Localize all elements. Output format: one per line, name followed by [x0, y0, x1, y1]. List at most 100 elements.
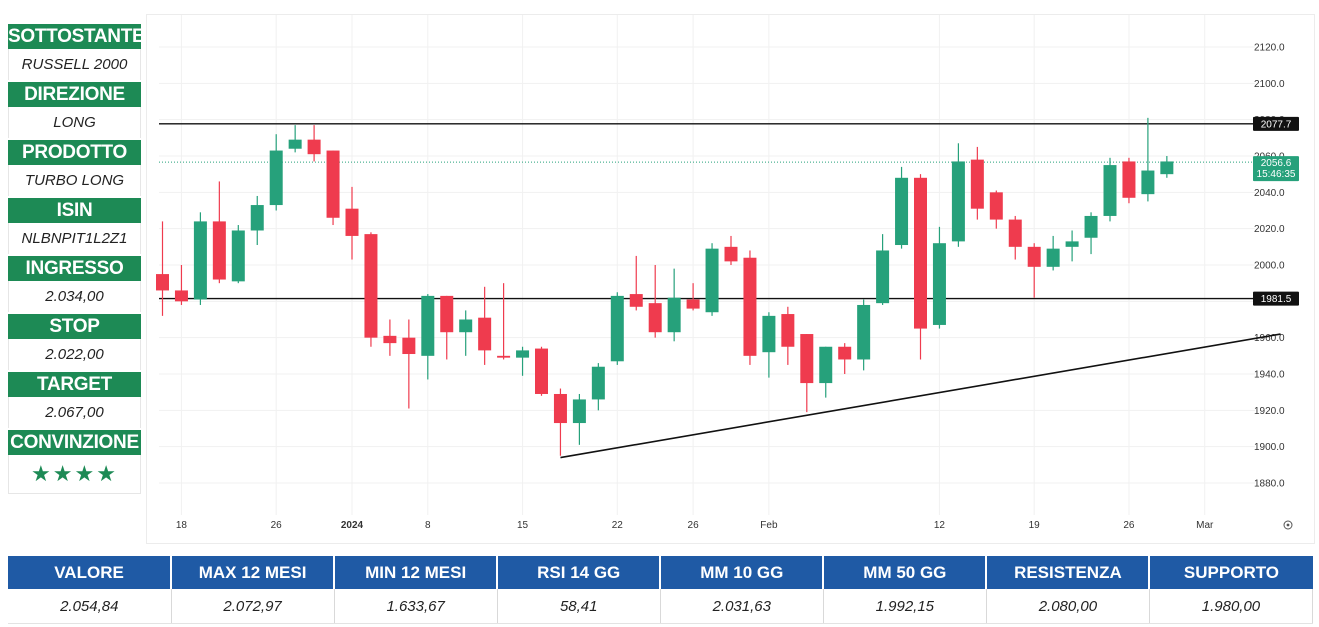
y-tick-label: 2020.0 [1254, 224, 1285, 235]
candle-body [421, 295, 435, 356]
candle-body [876, 250, 890, 304]
stats-value-cell: 58,41 [497, 589, 661, 624]
stats-header-cell: MIN 12 MESI [334, 556, 499, 589]
candle-body [553, 393, 567, 424]
candle-body [288, 139, 302, 149]
y-tick-label: 2120.0 [1254, 43, 1285, 54]
candle-body [459, 319, 473, 333]
candle-body [269, 150, 283, 206]
side-label-convinzione: CONVINZIONE [8, 430, 141, 455]
candle-body [932, 243, 946, 325]
candle-body [156, 274, 169, 291]
settings-icon-center [1286, 523, 1290, 527]
stats-header-cell: MM 10 GG [660, 556, 825, 589]
candle-body [781, 314, 795, 347]
candle-body [402, 337, 416, 355]
x-tick-label: 2024 [341, 520, 364, 531]
stats-table: VALORE MAX 12 MESI MIN 12 MESI RSI 14 GG MM … [8, 556, 1314, 624]
level-label-box [1253, 291, 1299, 306]
x-tick-label: 26 [271, 520, 283, 531]
candle-body [857, 304, 871, 360]
stats-value-cell: 2.054,84 [8, 589, 172, 624]
y-tick-label: 1900.0 [1254, 442, 1285, 453]
last-price-label: 2056.6 [1261, 158, 1292, 169]
candle-body [345, 208, 359, 236]
candle-body [250, 205, 264, 231]
y-tick-label: 2040.0 [1254, 188, 1285, 199]
candle-body [364, 234, 378, 338]
level-label-box [1253, 116, 1299, 131]
y-tick-label: 2100.0 [1254, 79, 1285, 90]
candle-body [572, 399, 586, 424]
stats-header-cell: RSI 14 GG [497, 556, 662, 589]
side-value-isin: NLBNPIT1L2Z1 [8, 223, 141, 254]
candle-body [174, 290, 188, 302]
candle-body [497, 355, 511, 358]
stats-value-cell: 1.633,67 [334, 589, 498, 624]
y-tick-label: 1960.0 [1254, 333, 1285, 344]
candle-body [1141, 170, 1155, 195]
y-tick-label: 1920.0 [1254, 406, 1285, 417]
candle-body [800, 334, 814, 384]
stats-value-row: 2.054,84 2.072,97 1.633,67 58,41 2.031,63 1.9… [8, 589, 1314, 624]
candle-body [591, 366, 605, 400]
candle-body [307, 139, 321, 155]
stats-value-cell: 1.992,15 [823, 589, 987, 624]
last-price-countdown: 15:46:35 [1257, 169, 1296, 180]
candle-body [686, 299, 700, 309]
stats-header-cell: MM 50 GG [823, 556, 988, 589]
side-value-prodotto: TURBO LONG [8, 165, 141, 196]
x-tick-label: 12 [934, 520, 946, 531]
rating-stars: ★★★★ [8, 455, 141, 494]
candle-body [724, 246, 738, 262]
y-tick-label: 1880.0 [1254, 479, 1285, 490]
x-tick-label: 22 [612, 520, 624, 531]
candle-body [705, 248, 719, 313]
candle-body [914, 177, 927, 329]
x-tick-label: 26 [688, 520, 700, 531]
candle-body [440, 295, 454, 333]
candle-body [326, 150, 340, 218]
level-label: 1981.5 [1261, 294, 1292, 305]
side-value-direzione: LONG [8, 107, 141, 138]
stats-header-row: VALORE MAX 12 MESI MIN 12 MESI RSI 14 GG MM … [8, 556, 1313, 589]
candle-body [970, 159, 984, 209]
stats-value-cell: 2.072,97 [171, 589, 335, 624]
candle-body [1160, 161, 1174, 175]
price-chart: 1880.01900.01920.01940.01960.01980.02000… [146, 14, 1315, 544]
candle-body [1103, 165, 1117, 216]
stats-value-cell: 1.980,00 [1149, 589, 1314, 624]
side-label-stop: STOP [8, 314, 141, 339]
x-tick-label: 18 [176, 520, 188, 531]
stats-header-cell: MAX 12 MESI [171, 556, 336, 589]
candle-body [1027, 246, 1041, 267]
side-label-target: TARGET [8, 372, 141, 397]
x-tick-label: Feb [760, 520, 778, 531]
candle-body [951, 161, 965, 242]
candle-body [610, 295, 624, 362]
candle-body [516, 350, 530, 358]
side-value-target: 2.067,00 [8, 397, 141, 428]
candle-body [819, 346, 833, 384]
candle-body [743, 257, 757, 356]
x-tick-label: Mar [1196, 520, 1214, 531]
candle-body [193, 221, 207, 300]
info-panel: SOTTOSTANTE RUSSELL 2000 DIREZIONE LONG PROD… [8, 22, 145, 494]
candle-body [667, 297, 681, 333]
candle-body [231, 230, 245, 282]
stats-header-cell: VALORE [8, 556, 173, 589]
x-tick-label: 15 [517, 520, 529, 531]
y-tick-label: 1940.0 [1254, 370, 1285, 381]
candle-body [838, 346, 852, 360]
side-label-direzione: DIREZIONE [8, 82, 141, 107]
last-price-box [1253, 156, 1299, 182]
side-label-sottostante: SOTTOSTANTE [8, 24, 145, 49]
candle-body [1065, 241, 1079, 247]
stats-value-cell: 2.080,00 [986, 589, 1150, 624]
stats-header-cell: SUPPORTO [1149, 556, 1313, 589]
candle-body [1008, 219, 1022, 247]
candle-body [383, 335, 397, 344]
candle-body [629, 294, 643, 307]
candlestick-chart: 1880.01900.01920.01940.01960.01980.02000… [156, 15, 1299, 531]
side-label-prodotto: PRODOTTO [8, 140, 141, 165]
